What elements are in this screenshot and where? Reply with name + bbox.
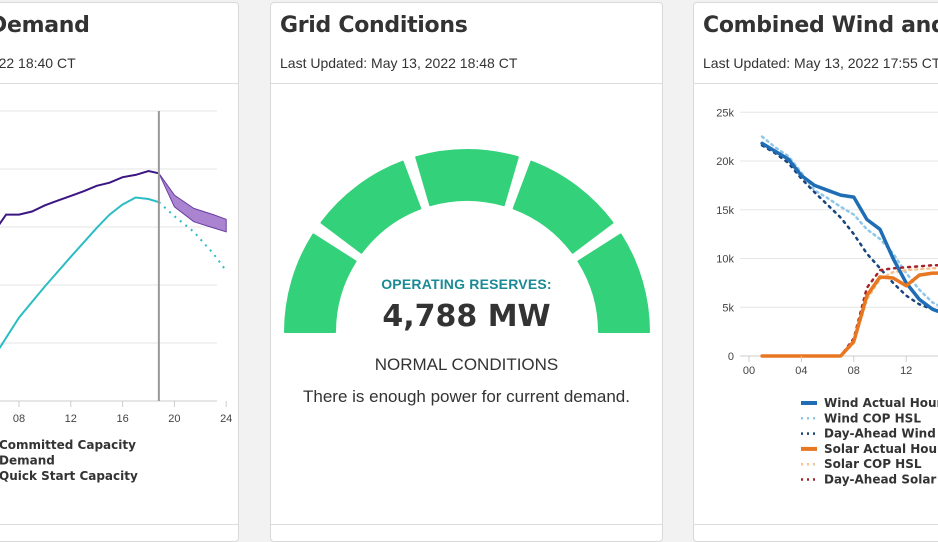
x-tick-label: 16 [116, 413, 128, 425]
y-tick-label: 20k [716, 156, 734, 168]
grid-title: Grid Conditions [280, 13, 468, 38]
grid-status: NORMAL CONDITIONS [374, 355, 559, 374]
legend-label: Quick Start Capacity [0, 469, 138, 483]
legend-label: Demand [0, 454, 55, 468]
committed-capacity-line [0, 169, 160, 226]
demand-line [0, 196, 160, 350]
wind-divider [694, 83, 938, 84]
demand-card: Demand 2022 18:40 CT 08 12 16 20 24 Committe… [0, 2, 239, 542]
legend-label: Day-Ahead Solar H [824, 473, 938, 487]
legend-label: Wind Actual Hourly [824, 396, 938, 410]
wind-updated: Last Updated: May 13, 2022 17:55 CT [703, 55, 938, 71]
wind-actual-line [760, 141, 938, 314]
legend-label: Day-Ahead Wind H [824, 427, 938, 441]
y-tick-label: 25k [716, 107, 734, 119]
reserves-value: 4,788 MW [382, 299, 551, 334]
legend-label: Committed Capacity [0, 438, 136, 452]
y-tick-label: 15k [716, 205, 734, 217]
legend-item[interactable]: Day-Ahead Solar H [801, 473, 938, 487]
x-tick-label: 20 [168, 413, 180, 425]
solar-actual-line [760, 271, 938, 358]
demand-divider [0, 83, 238, 84]
legend-item[interactable]: Solar COP HSL [801, 457, 922, 471]
legend-label: Solar Actual Hourly [824, 442, 938, 456]
x-tick-label: 12 [65, 413, 77, 425]
legend-item[interactable]: Demand [0, 454, 55, 468]
gauge-segment [284, 233, 357, 333]
x-tick-label: 24 [220, 413, 232, 425]
grid-card-footer [271, 524, 662, 525]
gauge-segment [415, 148, 519, 207]
wind-cop-line [760, 135, 938, 307]
grid-message: There is enough power for current demand… [303, 387, 630, 406]
grid-conditions-card: Grid Conditions Last Updated: May 13, 20… [270, 2, 663, 542]
legend-label: Wind COP HSL [824, 411, 921, 425]
wind-solar-card: Combined Wind and Last Updated: May 13, … [693, 2, 938, 542]
wind-card-footer [694, 524, 938, 525]
grid-divider [271, 83, 662, 84]
y-tick-label: 0 [728, 351, 734, 363]
y-tick-label: 10k [716, 254, 734, 266]
legend-item[interactable]: Wind COP HSL [801, 411, 921, 425]
legend-label: Solar COP HSL [824, 457, 922, 471]
wind-dayahead-line [760, 144, 938, 312]
quick-start-capacity-band [158, 173, 227, 233]
demand-card-footer [0, 524, 238, 525]
demand-chart: 08 12 16 20 24 Committed Capacity DemandQuick… [0, 110, 232, 483]
legend-item[interactable]: Wind Actual Hourly [801, 396, 938, 410]
grid-updated: Last Updated: May 13, 2022 18:48 CT [280, 55, 518, 71]
gauge-segment [320, 160, 422, 254]
x-tick-label: 04 [795, 365, 807, 377]
x-tick-label: 00 [743, 365, 755, 377]
demand-title: Demand [0, 13, 90, 38]
legend-item[interactable]: Quick Start Capacity [0, 469, 138, 483]
reserves-gauge [284, 148, 650, 333]
legend-item[interactable]: Solar Actual Hourly [801, 442, 938, 456]
legend-item[interactable]: Committed Capacity [0, 438, 136, 452]
demand-updated: 2022 18:40 CT [0, 55, 76, 71]
gauge-segment [512, 160, 614, 254]
x-tick-label: 12 [900, 365, 912, 377]
x-tick-label: 08 [13, 413, 25, 425]
legend-item[interactable]: Day-Ahead Wind H [801, 427, 938, 441]
x-tick-label: 08 [848, 365, 860, 377]
wind-title: Combined Wind and [703, 13, 938, 38]
reserves-label: OPERATING RESERVES: [381, 276, 552, 292]
gauge-segment [577, 233, 650, 333]
y-tick-label: 5k [722, 302, 734, 314]
